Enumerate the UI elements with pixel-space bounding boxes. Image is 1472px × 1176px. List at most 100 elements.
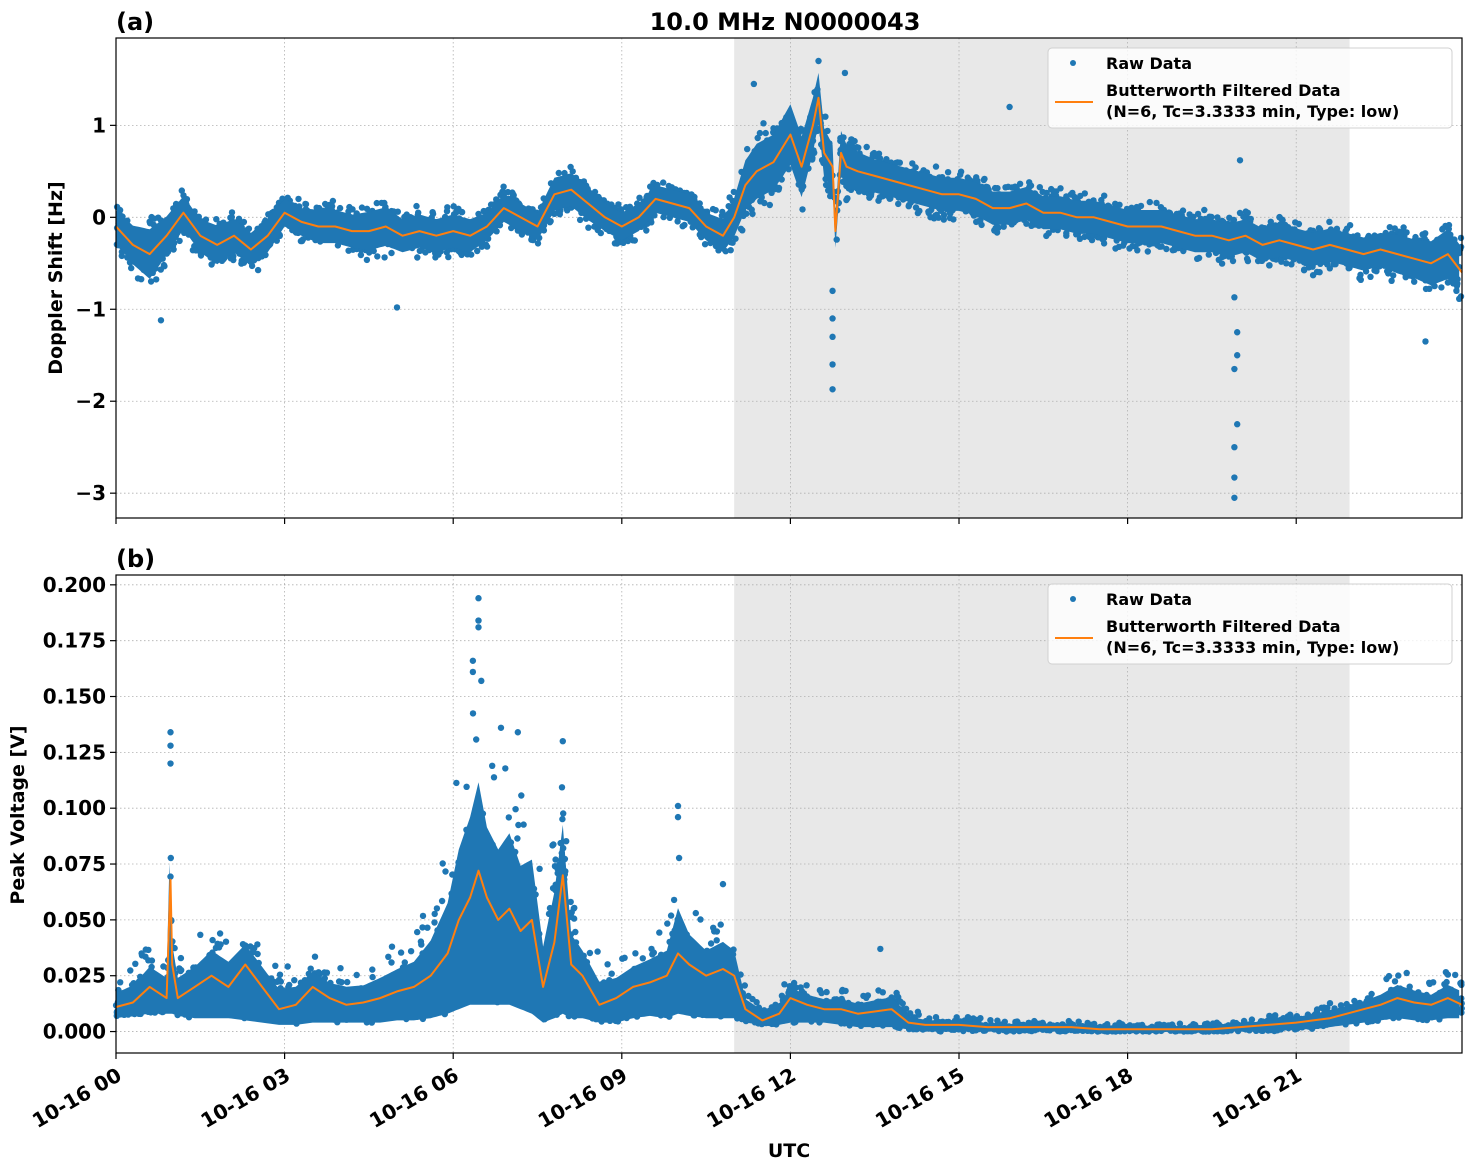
raw-data-outlier: [815, 58, 821, 64]
raw-data-point: [994, 229, 1000, 235]
raw-data-point: [572, 929, 578, 935]
raw-data-point: [745, 993, 751, 999]
raw-data-point: [851, 138, 857, 144]
raw-data-point: [277, 972, 283, 978]
raw-data-point: [977, 1015, 983, 1021]
raw-data-point: [1126, 245, 1132, 251]
raw-data-point: [1249, 1016, 1255, 1022]
raw-data-outlier: [1234, 421, 1240, 427]
raw-data-point: [621, 955, 627, 961]
raw-data-outlier: [829, 386, 835, 392]
raw-data-outlier: [1231, 495, 1237, 501]
raw-data-point: [1147, 199, 1153, 205]
raw-data-outlier: [1237, 157, 1243, 163]
raw-data-point: [994, 185, 1000, 191]
raw-data-point: [321, 969, 327, 975]
raw-data-point: [512, 806, 518, 812]
raw-data-point: [875, 987, 881, 993]
raw-data-outlier: [1234, 352, 1240, 358]
raw-data-point: [598, 230, 604, 236]
raw-data-point: [577, 217, 583, 223]
raw-data-point: [502, 765, 508, 771]
raw-data-point: [381, 254, 387, 260]
raw-data-point: [973, 219, 979, 225]
raw-data-point: [359, 204, 365, 210]
raw-data-outlier: [1006, 104, 1012, 110]
raw-data-point: [1043, 233, 1049, 239]
raw-data-point: [484, 243, 490, 249]
raw-data-point: [337, 965, 343, 971]
raw-data-point: [1411, 279, 1417, 285]
raw-data-point: [473, 736, 479, 742]
raw-data-point: [413, 203, 419, 209]
raw-data-outlier: [751, 81, 757, 87]
raw-data-point: [632, 237, 638, 243]
raw-data-point: [117, 979, 123, 985]
y-tick-label: 1: [92, 113, 106, 137]
chart-title: 10.0 MHz N0000043: [650, 8, 921, 36]
raw-data-point: [414, 254, 420, 260]
raw-data-point: [1120, 242, 1126, 248]
raw-data-point: [128, 265, 134, 271]
raw-data-point: [285, 963, 291, 969]
raw-data-outlier: [1231, 474, 1237, 480]
raw-data-point: [1158, 243, 1164, 249]
raw-data-point: [915, 210, 921, 216]
raw-data-point: [559, 816, 565, 822]
raw-data-point: [369, 966, 375, 972]
raw-data-point: [442, 868, 448, 874]
raw-data-point: [556, 170, 562, 176]
raw-data-outlier: [1234, 329, 1240, 335]
raw-data-point: [354, 972, 360, 978]
legend-filtered-params: (N=6, Tc=3.3333 min, Type: low): [1106, 102, 1399, 121]
raw-data-point: [153, 276, 159, 282]
raw-data-point: [803, 982, 809, 988]
raw-data-point: [127, 967, 133, 973]
raw-data-point: [344, 979, 350, 985]
raw-data-point: [1395, 972, 1401, 978]
raw-data-point: [656, 929, 662, 935]
raw-data-point: [1373, 268, 1379, 274]
raw-data-point: [358, 252, 364, 258]
raw-data-point: [444, 249, 450, 255]
y-tick-label: 0: [92, 205, 106, 229]
raw-data-point: [328, 203, 334, 209]
raw-data-point: [276, 977, 282, 983]
raw-data-point: [510, 191, 516, 197]
legend-raw-label: Raw Data: [1106, 54, 1192, 73]
y-tick-label: −3: [75, 481, 106, 505]
raw-data-point: [142, 954, 148, 960]
raw-data-point: [420, 913, 426, 919]
y-tick-label: −1: [75, 297, 106, 321]
raw-data-point: [149, 957, 155, 963]
raw-data-point: [1458, 979, 1464, 985]
panel-a-y-axis-label: Doppler Shift [Hz]: [45, 181, 67, 374]
raw-data-point: [463, 784, 469, 790]
raw-data-point: [1458, 235, 1464, 241]
raw-data-point: [1314, 269, 1320, 275]
raw-data-point: [739, 227, 745, 233]
raw-data-point: [1443, 979, 1449, 985]
raw-data-point: [660, 179, 666, 185]
raw-data-point: [834, 236, 840, 242]
raw-data-point: [981, 176, 987, 182]
raw-data-point: [585, 225, 591, 231]
raw-data-point: [216, 944, 222, 950]
raw-data-point: [1226, 215, 1232, 221]
raw-data-point: [364, 257, 370, 263]
raw-data-point: [749, 211, 755, 217]
raw-data-point: [1145, 248, 1151, 254]
raw-data-point: [1206, 251, 1212, 257]
raw-data-point: [470, 710, 476, 716]
panel-a-label: (a): [116, 8, 154, 36]
raw-data-point: [430, 211, 436, 217]
raw-data-point: [957, 172, 963, 178]
raw-data-outlier: [1422, 338, 1428, 344]
raw-data-point: [1439, 226, 1445, 232]
raw-data-point: [668, 912, 674, 918]
raw-data-point: [349, 206, 355, 212]
raw-data-point: [1134, 247, 1140, 253]
raw-data-point: [950, 216, 956, 222]
raw-data-point: [708, 940, 714, 946]
